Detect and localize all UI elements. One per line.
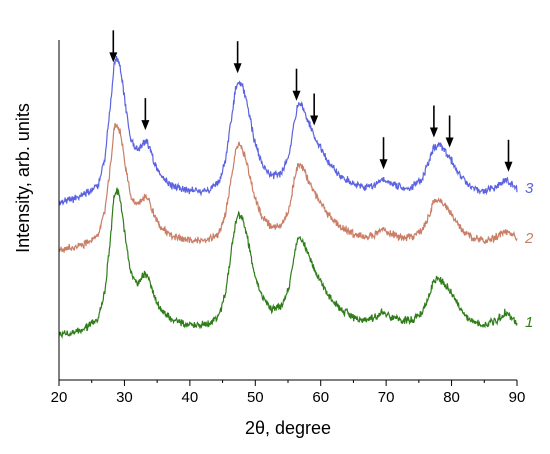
- x-ticks: 20 30 40 50 60 70 80 90: [51, 380, 526, 406]
- series-line-2: [58, 122, 518, 253]
- x-tick-label: 20: [51, 389, 68, 406]
- x-tick-label: 70: [378, 389, 395, 406]
- x-axis-label: 2θ, degree: [245, 418, 331, 438]
- peak-arrow-head: [233, 63, 242, 74]
- x-tick-label: 30: [116, 389, 133, 406]
- series-line-3: [58, 55, 518, 207]
- peak-arrow-head: [310, 115, 319, 126]
- y-axis-label: Intensity, arb. units: [13, 103, 33, 253]
- series-line-1: [58, 187, 518, 339]
- x-tick-label: 80: [443, 389, 460, 406]
- series-label-3: 3: [525, 180, 534, 197]
- x-tick-label: 90: [509, 389, 526, 406]
- plot-lines: [58, 55, 518, 339]
- peak-arrow-head: [504, 161, 513, 172]
- series-labels: 1 2 3: [524, 180, 534, 331]
- peak-arrow-head: [141, 120, 150, 131]
- peak-arrow-head: [445, 137, 454, 148]
- x-tick-label: 60: [312, 389, 329, 406]
- x-tick-label: 50: [247, 389, 264, 406]
- series-label-1: 1: [525, 314, 533, 331]
- peak-arrow-head: [109, 52, 118, 63]
- x-tick-label: 40: [182, 389, 199, 406]
- peak-arrow-head: [429, 127, 438, 138]
- peak-arrow-head: [379, 159, 388, 170]
- peak-arrow-head: [292, 90, 301, 101]
- series-label-2: 2: [524, 230, 534, 247]
- peak-arrows: [109, 30, 513, 172]
